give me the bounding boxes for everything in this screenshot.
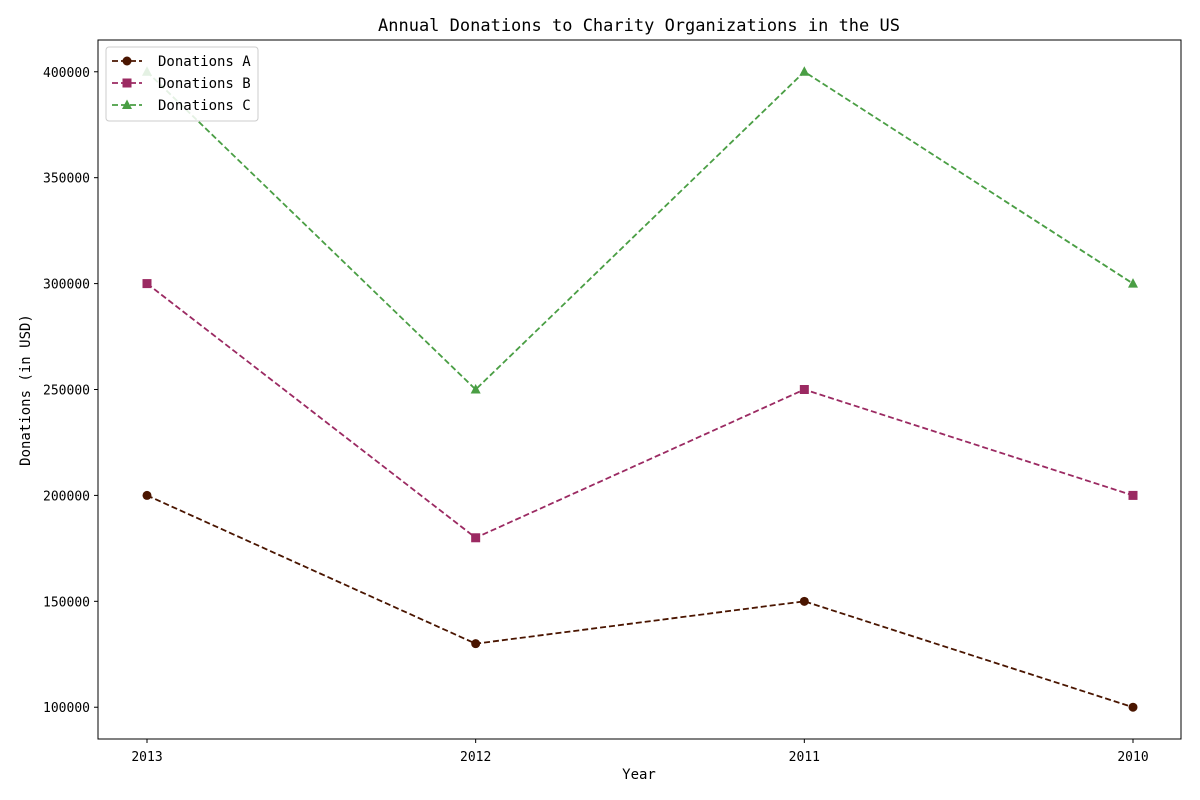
y-tick-label: 100000 xyxy=(43,701,90,716)
y-tick-label: 150000 xyxy=(43,595,90,610)
legend-label-donations-c: Donations C xyxy=(158,98,251,114)
legend-box xyxy=(105,46,259,122)
series-line-donations-a xyxy=(146,494,1134,709)
data-point-donations-a xyxy=(142,490,152,500)
y-tick-label: 350000 xyxy=(43,172,90,187)
y-tick-label: 200000 xyxy=(43,489,90,504)
y-tick-label: 250000 xyxy=(43,384,90,399)
x-tick-label: 2013 xyxy=(131,750,162,765)
y-tick-label: 300000 xyxy=(43,278,90,293)
legend-marker-donations-b xyxy=(122,78,132,88)
legend-label-donations-a: Donations A xyxy=(158,54,251,70)
legend: Donations A Donations B Donations C xyxy=(105,46,259,122)
legend-marker-donations-c xyxy=(122,99,132,109)
data-point-donations-b xyxy=(471,533,481,543)
data-point-donations-b xyxy=(1128,490,1138,500)
y-axis-label: Donations (in USD) xyxy=(18,314,34,466)
x-tick-label: 2011 xyxy=(789,750,820,765)
series-line-donations-b xyxy=(146,282,1134,539)
data-point-donations-a xyxy=(471,639,481,649)
plot-frame xyxy=(97,39,1182,740)
plot-area: 2013 2012 2011 2010 100000 150000 200000 250000… xyxy=(43,66,1149,765)
series-line-donations-c xyxy=(146,70,1134,391)
data-point-donations-c xyxy=(799,66,810,76)
data-point-donations-b xyxy=(142,279,152,289)
data-point-donations-a xyxy=(799,596,809,606)
data-point-donations-b xyxy=(799,385,809,394)
data-point-donations-c xyxy=(1128,278,1138,288)
legend-label-donations-b: Donations B xyxy=(158,76,251,92)
x-tick-label: 2010 xyxy=(1117,750,1148,765)
legend-marker-donations-a xyxy=(122,56,132,66)
x-axis-label: Year xyxy=(622,767,656,783)
x-tick-label: 2012 xyxy=(460,750,491,765)
chart-title: Annual Donations to Charity Organization… xyxy=(378,16,900,36)
data-point-donations-c xyxy=(470,384,481,394)
data-point-donations-a xyxy=(1128,702,1138,712)
y-tick-label: 400000 xyxy=(43,66,90,81)
